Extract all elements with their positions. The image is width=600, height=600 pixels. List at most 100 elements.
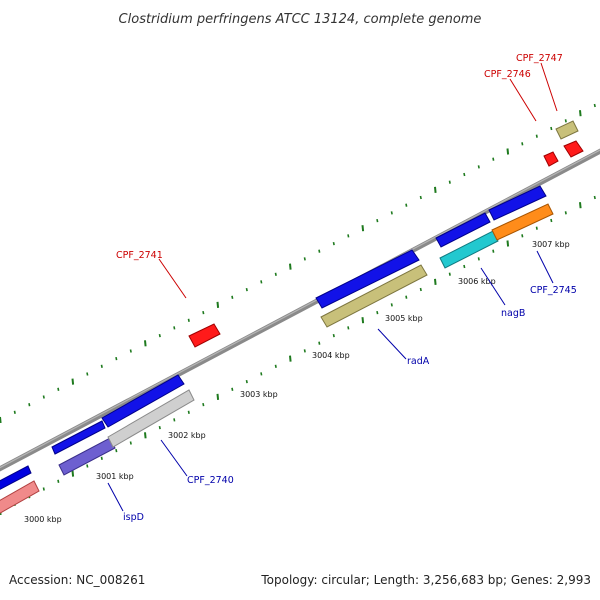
gene-arrow-blue[interactable]: [101, 374, 185, 428]
tick-mark: [187, 318, 190, 322]
gene-box-cpf2745[interactable]: [491, 203, 554, 241]
kbp-label: 3002 kbp: [168, 431, 206, 440]
tick-mark: [535, 134, 538, 138]
tick-mark: [216, 393, 220, 400]
leader-line: [480, 267, 506, 306]
tick-mark: [100, 456, 103, 460]
tick-mark: [550, 218, 553, 223]
label-leaders: [107, 62, 558, 512]
gene-label-cpf2746[interactable]: CPF_2746: [484, 69, 531, 80]
gene-box-ispd[interactable]: [58, 437, 116, 476]
tick-mark: [274, 364, 277, 368]
tick-mark: [434, 278, 437, 285]
outer-tick-row: [0, 103, 596, 424]
tick-mark: [0, 416, 2, 424]
kbp-label: 3006 kbp: [458, 277, 496, 286]
tick-mark: [71, 470, 75, 477]
gene-label-cpf2740[interactable]: CPF_2740: [187, 475, 234, 486]
leader-line: [377, 328, 407, 360]
gene-label-ispd[interactable]: ispD: [123, 512, 144, 523]
tick-mark: [463, 172, 466, 177]
leader-line: [536, 250, 554, 284]
genome-backbone-highlight: [0, 149, 600, 469]
gene-arrow-blue[interactable]: [315, 249, 420, 309]
tick-mark: [361, 225, 365, 232]
gene-arrow-cpf2746[interactable]: [543, 151, 559, 167]
tick-mark: [274, 272, 277, 276]
kbp-label: 3003 kbp: [240, 390, 278, 399]
accession-text: Accession: NC_008261: [9, 573, 146, 587]
gene-box-cpf2747[interactable]: [555, 120, 579, 140]
tick-mark: [376, 310, 379, 315]
tick-mark: [260, 280, 263, 284]
gene-box-pink[interactable]: [0, 480, 40, 516]
gene-labels: CPF_2747 CPF_2746 CPF_2741 nagB CPF_2745…: [116, 53, 577, 523]
kbp-label: 3004 kbp: [312, 351, 350, 360]
reverse-gene-row: [0, 203, 554, 516]
tick-mark: [463, 264, 466, 269]
tick-mark: [173, 418, 176, 422]
gene-label-rada[interactable]: radA: [407, 356, 430, 367]
gene-arrow-blue[interactable]: [51, 420, 106, 455]
gene-box-rada[interactable]: [320, 264, 428, 328]
tick-mark: [405, 203, 408, 207]
leader-line: [540, 62, 558, 112]
tick-mark: [477, 257, 480, 261]
leader-line: [160, 439, 188, 477]
gene-arrow-blue[interactable]: [435, 212, 491, 248]
genome-backbone: [0, 148, 600, 472]
kbp-label: 3005 kbp: [385, 314, 423, 323]
gene-box-cpf2740[interactable]: [107, 389, 195, 448]
tick-mark: [260, 372, 263, 376]
tick-mark: [332, 333, 335, 338]
gene-label-cpf2741[interactable]: CPF_2741: [116, 250, 163, 261]
kbp-labels: 3000 kbp 3001 kbp 3002 kbp 3003 kbp 3004…: [24, 240, 570, 524]
tick-mark: [86, 372, 89, 376]
gene-arrow-red[interactable]: [563, 140, 584, 158]
tick-mark: [390, 303, 393, 307]
tick-mark: [86, 464, 89, 468]
tick-mark: [42, 395, 45, 399]
tick-mark: [245, 379, 248, 384]
gene-arrow-blue[interactable]: [488, 185, 547, 221]
gene-box-nagb[interactable]: [439, 230, 499, 269]
gene-arrow-blue[interactable]: [0, 465, 32, 493]
tick-mark: [129, 441, 132, 445]
tick-mark: [100, 364, 103, 368]
kbp-label: 3007 kbp: [532, 240, 570, 249]
gene-label-cpf2747[interactable]: CPF_2747: [516, 53, 563, 64]
tick-mark: [506, 240, 510, 247]
tick-mark: [115, 448, 118, 453]
tick-mark: [419, 287, 422, 292]
tick-mark: [42, 487, 45, 491]
tick-mark: [231, 387, 234, 391]
tick-mark: [129, 349, 132, 353]
tick-mark: [506, 148, 510, 155]
tick-mark: [187, 410, 190, 414]
tick-mark: [347, 326, 350, 330]
tick-mark: [376, 218, 379, 223]
tick-mark: [492, 157, 495, 161]
tick-mark: [158, 425, 161, 430]
tick-mark: [245, 287, 248, 292]
leader-line: [158, 258, 187, 299]
tick-mark: [158, 333, 161, 338]
tick-mark: [318, 341, 321, 345]
forward-gene-row: [0, 185, 547, 493]
tick-mark: [405, 295, 408, 299]
gene-label-cpf2745[interactable]: CPF_2745: [530, 285, 577, 296]
gene-label-nagb[interactable]: nagB: [501, 308, 525, 319]
tick-mark: [477, 165, 480, 169]
tick-mark: [13, 410, 16, 414]
gene-arrow-cpf2741[interactable]: [188, 323, 221, 348]
tick-mark: [318, 249, 321, 253]
tick-mark: [57, 387, 60, 391]
tick-mark: [289, 263, 292, 270]
tick-mark: [579, 202, 582, 209]
tick-mark: [448, 180, 451, 184]
tick-mark: [535, 226, 538, 230]
tick-mark: [28, 403, 31, 407]
tick-mark: [593, 103, 596, 108]
tick-mark: [564, 211, 567, 215]
tick-mark: [332, 241, 335, 246]
